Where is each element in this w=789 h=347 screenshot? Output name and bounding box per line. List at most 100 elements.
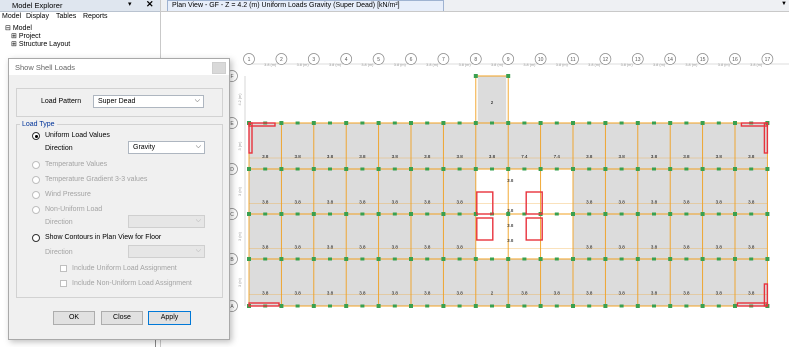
tab-model[interactable]: Model	[2, 13, 22, 20]
column-marker	[344, 304, 349, 308]
grid-label-column: 6	[410, 57, 413, 63]
load-value: 3.8	[651, 245, 658, 250]
column-marker	[587, 121, 592, 125]
column-marker	[668, 167, 673, 171]
column-marker	[360, 212, 365, 216]
column-marker	[457, 167, 462, 171]
splitter-handle[interactable]	[155, 338, 156, 347]
floor-panel	[378, 123, 411, 169]
uniform-load-radio[interactable]	[32, 132, 40, 140]
column-marker	[668, 304, 673, 308]
load-value: 3.8	[359, 200, 366, 205]
floor-panel	[313, 123, 347, 169]
grid-label-row: D	[230, 167, 234, 173]
column-marker	[749, 167, 754, 171]
ok-button[interactable]: OK	[53, 311, 95, 325]
grid-bubble-column	[405, 53, 417, 65]
wind-pressure-radio[interactable]	[32, 191, 40, 199]
temperature-radio[interactable]	[32, 161, 40, 169]
column-marker	[279, 212, 284, 216]
column-marker	[344, 121, 349, 125]
floor-panel	[508, 123, 541, 169]
floor-panel	[670, 214, 703, 259]
view-dropdown-icon[interactable]: ▼	[781, 1, 787, 7]
include-uniform-checkbox[interactable]	[60, 265, 67, 272]
load-pattern-select[interactable]: Super Dead ⌵	[93, 95, 204, 108]
floor-panel	[477, 76, 507, 123]
apply-button[interactable]: Apply	[148, 311, 191, 325]
close-button[interactable]: Close	[101, 311, 143, 325]
load-pattern-label: Load Pattern	[41, 98, 82, 105]
expand-icon[interactable]: ⊞	[11, 41, 17, 48]
grid-bubble-column	[275, 53, 288, 65]
column-marker	[360, 167, 365, 171]
load-value: 3.8	[424, 291, 431, 296]
floor-panel	[605, 123, 638, 169]
load-value: 3.8	[424, 245, 431, 250]
tab-display[interactable]: Display	[26, 13, 49, 20]
load-pattern-value: Super Dead	[98, 98, 136, 105]
pin-dropdown-icon[interactable]: ▾	[128, 1, 132, 8]
highlighted-element	[248, 122, 253, 154]
column-marker	[392, 212, 397, 216]
floor-panel	[540, 259, 573, 306]
non-uniform-direction-select[interactable]: ⌵	[128, 215, 205, 228]
column-marker	[554, 257, 559, 261]
chevron-down-icon: ⌵	[195, 143, 201, 150]
grid-bubble-column	[567, 53, 579, 65]
column-marker	[473, 74, 478, 78]
expand-icon[interactable]: ⊞	[11, 33, 17, 40]
column-marker	[733, 121, 737, 125]
show-contours-radio[interactable]	[32, 234, 40, 242]
grid-bubble-column	[307, 53, 320, 65]
column-marker	[652, 212, 656, 216]
span-dimension-label: 3.8 (m)	[329, 63, 342, 67]
highlighted-element	[248, 302, 280, 307]
load-value: 3.8	[651, 291, 658, 296]
tab-reports[interactable]: Reports	[83, 13, 108, 20]
load-value: 3.8	[618, 154, 625, 159]
span-dimension-label: 3.8 (m)	[491, 63, 504, 67]
tree-item-structure-layout[interactable]: ⊞ Structure Layout	[11, 40, 70, 48]
column-marker	[409, 121, 413, 125]
row-dimension-label: 3 (m)	[238, 186, 242, 196]
close-icon[interactable]: ✕	[146, 0, 154, 9]
column-marker	[490, 121, 494, 125]
floor-panel	[702, 259, 735, 306]
temperature-gradient-radio[interactable]	[32, 176, 40, 184]
column-marker	[684, 121, 689, 125]
tree-item-model[interactable]: ⊟ Model	[5, 24, 32, 32]
plan-view-canvas[interactable]: 3.8 3.8 3.8 3.8 3.8 3.8 3.8 3.8 3.8 3.8 3.8 3.8 7.4 7…	[161, 12, 789, 347]
floor-panel	[573, 259, 606, 306]
tab-plan-view[interactable]: Plan View - GF - Z = 4.2 (m) Uniform Loa…	[167, 0, 444, 11]
tree-item-label: Model	[12, 25, 32, 32]
non-uniform-radio[interactable]	[32, 206, 40, 214]
load-value: 3.8	[554, 291, 561, 296]
tree-item-project[interactable]: ⊞ Project	[11, 32, 41, 40]
contours-direction-select[interactable]: ⌵	[128, 245, 205, 258]
collapse-icon[interactable]: ⊟	[5, 25, 11, 32]
stair-load-value: 3.8	[507, 238, 514, 243]
span-dimension-label: 3.8 (m)	[653, 63, 666, 67]
tree-item-label: Project	[18, 33, 41, 40]
floor-panel	[475, 259, 509, 306]
load-value: 3.8	[651, 154, 658, 159]
direction-label-3: Direction	[45, 249, 73, 256]
column-marker	[619, 212, 624, 216]
column-marker	[668, 121, 673, 125]
load-value: 3.8	[618, 291, 625, 296]
direction-select[interactable]: Gravity ⌵	[128, 141, 205, 154]
dialog-close-button[interactable]	[212, 62, 226, 74]
include-non-uniform-checkbox[interactable]	[60, 280, 67, 287]
floor-panel	[573, 214, 606, 259]
column-marker	[603, 121, 608, 125]
grid-bubble-column	[243, 53, 255, 65]
column-marker	[457, 257, 462, 261]
floor-panel	[249, 169, 282, 214]
floor-panel	[281, 259, 314, 306]
load-value: 3.8	[456, 291, 463, 296]
floor-panel	[281, 123, 314, 169]
tab-tables[interactable]: Tables	[56, 13, 77, 20]
grid-label-column: 14	[667, 57, 673, 63]
column-marker	[554, 212, 559, 216]
